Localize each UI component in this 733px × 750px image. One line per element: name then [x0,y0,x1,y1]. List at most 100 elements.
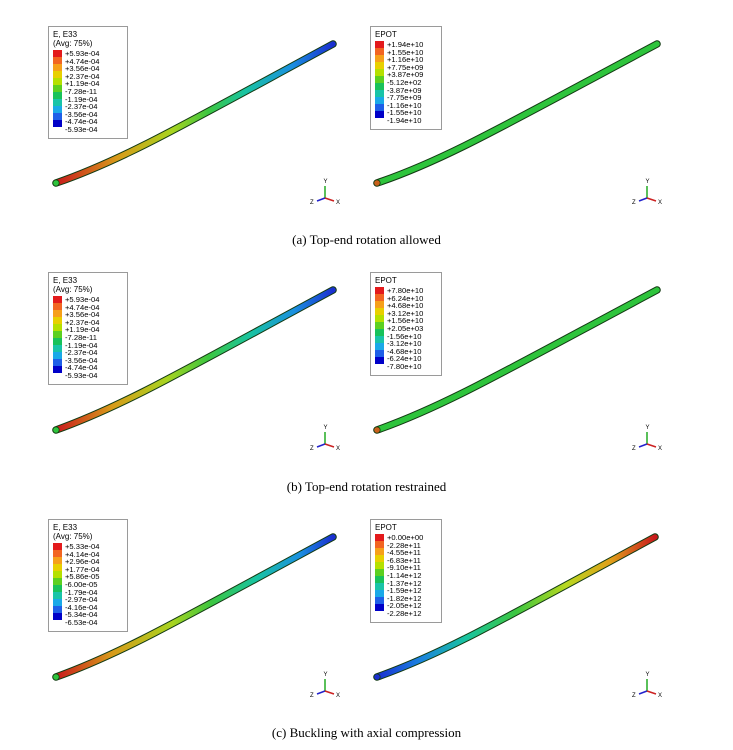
legend-value: +1.77e-04 [65,564,100,574]
legend-swatch [375,62,384,69]
legend-value: -3.87e+09 [387,85,422,95]
legend-swatch [53,338,62,345]
legend-swatch [375,294,384,301]
legend-swatch [53,599,62,606]
legend-value: +3.56e-04 [65,64,100,74]
legend-value: -2.28e+12 [387,608,422,618]
legend-value: +2.37e-04 [65,317,100,327]
axis-label-y: Y [646,179,650,185]
axis-label-y: Y [324,672,328,678]
legend-swatch [53,71,62,78]
legend-value: -6.83e+11 [387,555,421,565]
legend-value: -2.05e+12 [387,601,422,611]
legend-swatch [375,604,384,611]
legend-swatch [375,534,384,541]
legend-swatch [53,92,62,99]
panel-c-epot: Y Z X EPOT +0.00e+00 -2.28e+11 -4.55e+11 -6… [365,513,665,710]
legend-swatch [53,613,62,620]
legend-swatch [375,111,384,118]
legend-value: +2.96e-04 [65,557,100,567]
legend-value: +2.37e-04 [65,71,100,81]
axis-label-z: Z [632,693,636,699]
legend-swatch [375,555,384,562]
legend-value: -1.56e+10 [387,331,422,341]
legend-swatch [53,359,62,366]
axis-label-z: Z [632,200,636,206]
legend-value: -1.55e+10 [387,108,422,118]
legend-value: +6.24e+10 [387,293,424,303]
legend-swatch [53,345,62,352]
caption-a: (a) Top-end rotation allowed [292,232,441,247]
axis-label-z: Z [632,446,636,452]
axis-label-x: X [658,693,662,699]
legend-value: +5.33e-04 [65,542,100,551]
beam-plot-b-epot: Y Z X [373,286,662,452]
legend-swatch [53,606,62,613]
legend-title: EPOT [375,30,397,39]
legend-swatch [375,350,384,357]
legend-swatch [375,357,384,364]
legend-swatch [375,329,384,336]
axis-label-y: Y [324,179,328,185]
legend-swatch [53,543,62,550]
legend-swatch [53,564,62,571]
legend-swatch [375,308,384,315]
legend-value: +5.93e-04 [65,295,100,304]
legend-subtitle: (Avg: 75%) [53,39,93,48]
axis-triad-icon: Y Z X [310,672,340,699]
legend-swatch [375,55,384,62]
legend-value: -4.55e+11 [387,548,421,558]
legend-value: -2.37e-04 [65,348,98,358]
legend-colorbar [53,296,62,373]
panel-a-epot: Y Z X EPOT +1.94e+10 +1.55e+10 +1.16e+10 +7… [365,20,665,217]
legend-swatch [375,83,384,90]
legend-swatch [53,78,62,85]
legend-value: -3.12e+10 [387,339,422,349]
panel-a-strain: Y Z X E, E33 (Avg: 75%) +5.93e-04 +4.74e-… [43,20,343,217]
legend-value: -3.56e-04 [65,355,98,365]
axis-label-z: Z [310,200,314,206]
legend-swatch [375,97,384,104]
legend-swatch [53,64,62,71]
legend-swatch [375,336,384,343]
legend-swatch [53,578,62,585]
legend-value: +1.19e-04 [65,79,100,89]
legend-swatch [53,120,62,127]
legend-b-epot: EPOT +7.80e+10 +6.24e+10 +4.68e+10 +3.12e+1… [370,272,442,376]
legend-value: +1.19e-04 [65,325,100,335]
legend-value: -1.79e-04 [65,587,98,597]
legend-swatch [53,50,62,57]
legend-b-strain: E, E33 (Avg: 75%) +5.93e-04 +4.74e-04 +3.5… [48,272,128,385]
beam-plot-c-epot: Y Z X [373,533,662,699]
legend-swatch [375,69,384,76]
legend-swatch [53,106,62,113]
axis-label-z: Z [310,693,314,699]
legend-title: E, E33 [53,523,78,532]
legend-swatch [53,113,62,120]
legend-value: +7.75e+09 [387,62,424,72]
legend-value: +5.93e-04 [65,49,100,58]
legend-swatch [53,352,62,359]
beam-plot-c-strain: Y Z X [52,533,340,699]
axis-label-x: X [336,200,340,206]
legend-swatch [53,557,62,564]
legend-swatch [375,48,384,55]
axis-triad-icon: Y Z X [632,179,662,206]
legend-value: -1.59e+12 [387,586,422,596]
legend-title: E, E33 [53,276,78,285]
legend-colorbar [375,41,384,118]
legend-value: +1.94e+10 [387,40,424,49]
legend-swatch [375,301,384,308]
legend-swatch [53,99,62,106]
legend-value: -5.12e+02 [387,77,422,87]
legend-value: -5.93e-04 [65,370,98,380]
legend-colorbar [53,50,62,127]
legend-swatch [375,541,384,548]
legend-value: +7.80e+10 [387,286,424,295]
axis-triad-icon: Y Z X [632,672,662,699]
legend-value: +3.87e+09 [387,70,424,80]
legend-swatch [375,343,384,350]
axis-label-x: X [658,446,662,452]
legend-value: -1.16e+10 [387,100,422,110]
legend-swatch [375,287,384,294]
